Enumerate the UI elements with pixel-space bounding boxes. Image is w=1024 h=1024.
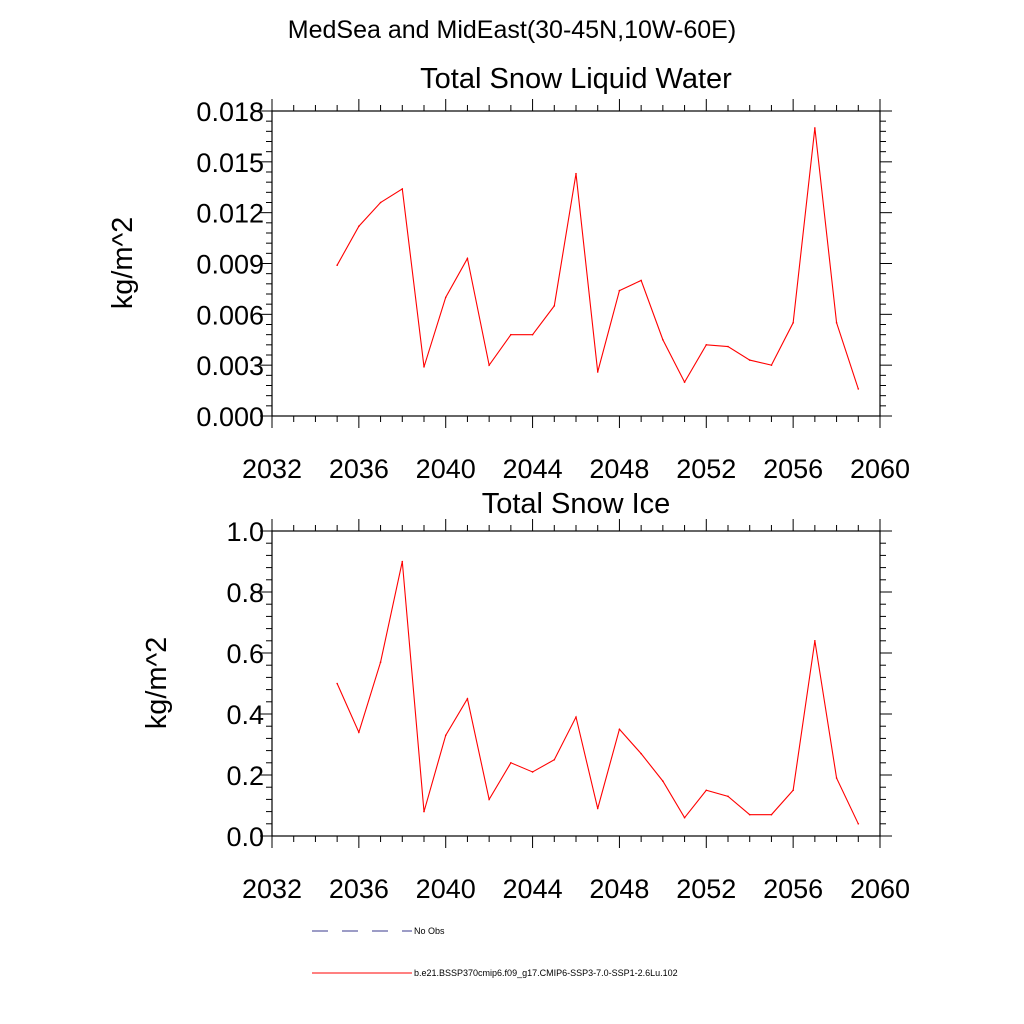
- x-tick-label: 2032: [242, 874, 302, 904]
- series-snow-ice: [336, 560, 860, 825]
- data-point: [553, 305, 556, 307]
- data-point: [618, 289, 621, 292]
- legend-label-no-obs: No Obs: [414, 926, 445, 936]
- data-point: [770, 813, 773, 816]
- data-point: [510, 762, 512, 764]
- data-point: [596, 807, 599, 810]
- y-tick-label: 0.2: [226, 761, 264, 791]
- data-point: [444, 296, 447, 299]
- x-tick-label: 2056: [763, 874, 823, 904]
- data-point: [857, 388, 860, 390]
- data-point: [336, 264, 338, 266]
- series-line-snow-liquid-water: [336, 127, 859, 390]
- data-point: [662, 338, 664, 341]
- y-tick-label: 0.6: [226, 639, 264, 669]
- data-point: [401, 188, 404, 190]
- ticks-snow-liquid-water: 2032 2036 2040 2044 2048 2052 2056 2060 0.000 0.0…: [196, 97, 910, 484]
- x-tick-label: 2048: [589, 454, 649, 484]
- data-point: [488, 364, 490, 366]
- data-point: [596, 371, 599, 373]
- panel-title-snow-liquid-water: Total Snow Liquid Water: [420, 63, 732, 95]
- data-point: [835, 777, 838, 779]
- data-point: [466, 257, 469, 260]
- data-point: [423, 366, 425, 368]
- data-point: [488, 798, 490, 801]
- data-point: [575, 716, 577, 718]
- data-point: [358, 225, 360, 228]
- data-point: [553, 758, 556, 761]
- y-tick-label: 0.0: [226, 822, 264, 852]
- data-point: [814, 640, 816, 642]
- data-point: [531, 333, 534, 336]
- data-point: [727, 795, 729, 798]
- plot-frame-snow-liquid-water: [271, 110, 881, 417]
- data-point: [401, 560, 404, 563]
- panel-snow-ice: Total Snow Ice 2032 2036 2040 2044 2048 2052 2…: [141, 488, 910, 904]
- data-point: [705, 344, 708, 346]
- y-tick-label: 0.000: [196, 402, 264, 432]
- x-tick-label: 2052: [676, 454, 736, 484]
- panel-title-snow-ice: Total Snow Ice: [482, 488, 671, 520]
- data-point: [444, 734, 447, 737]
- x-tick-label: 2052: [676, 874, 736, 904]
- data-point: [857, 823, 860, 825]
- legend: No Obs b.e21.BSSP370cmip6.f09_g17.CMIP6-…: [312, 926, 678, 978]
- data-point: [510, 333, 512, 336]
- x-tick-label: 2056: [763, 454, 823, 484]
- data-point: [379, 201, 382, 204]
- x-tick-label: 2048: [589, 874, 649, 904]
- data-point: [748, 813, 751, 816]
- data-point: [683, 381, 686, 383]
- y-tick-label: 0.009: [196, 250, 264, 280]
- data-point: [640, 279, 642, 282]
- y-tick-label: 0.012: [196, 199, 264, 229]
- x-tick-label: 2040: [416, 874, 476, 904]
- data-point: [358, 731, 360, 734]
- x-tick-label: 2032: [242, 454, 302, 484]
- data-point: [466, 697, 469, 700]
- data-point: [835, 322, 838, 324]
- data-point: [531, 771, 534, 773]
- series-line-snow-ice: [336, 561, 859, 825]
- panel-snow-liquid-water: Total Snow Liquid Water 2032 2036 2040 2044…: [107, 63, 910, 484]
- data-point: [662, 780, 664, 782]
- y-tick-label: 0.003: [196, 351, 264, 381]
- data-point: [336, 682, 338, 685]
- data-point: [379, 661, 382, 663]
- data-point: [423, 810, 425, 813]
- data-point: [640, 752, 642, 755]
- y-tick-label: 0.015: [196, 148, 264, 178]
- y-tick-label: 0.018: [196, 97, 264, 127]
- data-point: [575, 172, 577, 175]
- data-point: [792, 322, 794, 324]
- ticks-snow-ice: 2032 2036 2040 2044 2048 2052 2056 2060 0.0 0.2 0.…: [226, 517, 910, 904]
- y-axis-label-snow-ice: kg/m^2: [141, 637, 173, 730]
- y-tick-label: 0.006: [196, 300, 264, 330]
- x-tick-label: 2060: [850, 874, 910, 904]
- x-tick-label: 2044: [503, 454, 563, 484]
- x-tick-label: 2044: [503, 874, 563, 904]
- data-point: [814, 127, 816, 129]
- data-point: [618, 728, 621, 731]
- x-tick-label: 2036: [329, 874, 389, 904]
- data-point: [770, 364, 773, 366]
- y-tick-label: 1.0: [226, 517, 264, 547]
- data-point: [727, 345, 729, 348]
- data-point: [705, 789, 708, 792]
- y-tick-label: 0.4: [226, 700, 264, 730]
- legend-label-model: b.e21.BSSP370cmip6.f09_g17.CMIP6-SSP3-7.…: [414, 968, 678, 978]
- data-point: [683, 816, 686, 819]
- x-tick-label: 2040: [416, 454, 476, 484]
- data-point: [748, 359, 751, 361]
- y-tick-label: 0.8: [226, 578, 264, 608]
- data-point: [792, 789, 794, 792]
- page-title: MedSea and MidEast(30-45N,10W-60E): [287, 16, 737, 44]
- x-tick-label: 2036: [329, 454, 389, 484]
- plot-frame-snow-ice: [271, 530, 881, 837]
- series-snow-liquid-water: [336, 127, 860, 390]
- y-axis-label-snow-liquid-water: kg/m^2: [107, 217, 139, 310]
- x-tick-label: 2060: [850, 454, 910, 484]
